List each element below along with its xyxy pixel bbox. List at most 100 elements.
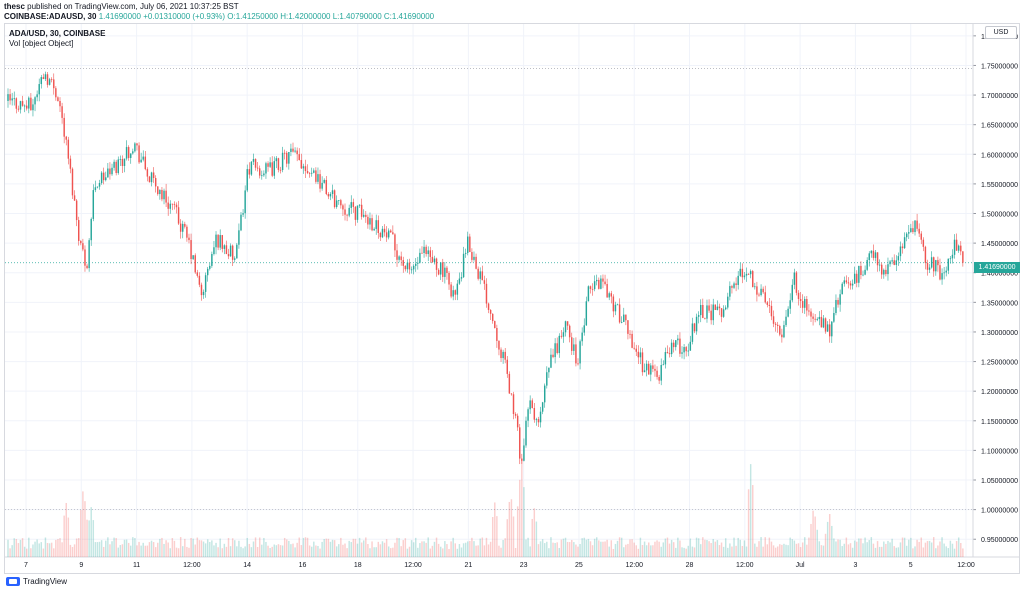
volume-bar <box>706 540 708 557</box>
candle-body <box>425 246 427 255</box>
volume-bar <box>722 546 725 557</box>
candle-body <box>747 273 750 275</box>
volume-bar <box>862 543 864 557</box>
volume-bar <box>63 515 65 557</box>
candle-body <box>32 104 34 111</box>
candle-body <box>541 402 544 412</box>
candle-body <box>947 258 950 271</box>
candle-body <box>379 232 382 238</box>
candle-body <box>354 206 357 220</box>
volume-bar <box>677 537 679 557</box>
candle-body <box>296 150 298 155</box>
candle-body <box>612 296 615 312</box>
volume-bar <box>296 542 298 557</box>
volume-bar <box>417 547 419 557</box>
candle-body <box>762 288 764 293</box>
volume-bar <box>633 542 635 557</box>
volume-bar <box>44 537 47 557</box>
volume-bar <box>843 543 846 557</box>
volume-bar <box>483 545 486 557</box>
volume-bar <box>691 546 694 557</box>
x-tick-label: 5 <box>909 562 913 569</box>
volume-bar <box>15 539 18 557</box>
volume-bar <box>579 544 581 557</box>
candle-body <box>820 316 823 328</box>
volume-bar <box>477 545 479 557</box>
volume-bar <box>439 546 442 557</box>
candle-body <box>46 74 49 85</box>
volume-bar <box>175 547 178 557</box>
candle-body <box>415 263 417 266</box>
volume-bar <box>685 548 687 557</box>
volume-bar <box>383 542 386 557</box>
volume-bar <box>433 541 436 557</box>
volume-bar <box>595 537 598 557</box>
currency-button[interactable]: USD <box>985 26 1017 39</box>
volume-bar <box>510 499 513 557</box>
candle-body <box>138 145 140 163</box>
volume-bar <box>159 538 161 557</box>
candle-body <box>828 324 831 337</box>
tradingview-logo[interactable]: TradingView <box>6 575 67 587</box>
candle-body <box>269 162 271 167</box>
candle-body <box>677 338 679 341</box>
volume-bar <box>452 537 454 557</box>
candle-body <box>188 237 190 241</box>
volume-bar <box>202 541 205 557</box>
candle-body <box>878 264 881 266</box>
candle-body <box>240 214 242 231</box>
volume-bar <box>238 540 240 557</box>
volume-bar <box>454 543 456 557</box>
candle-body <box>754 286 756 288</box>
volume-bar <box>625 544 627 557</box>
candle-body <box>816 319 818 320</box>
y-tick-label: 1.65000000 <box>981 123 1018 130</box>
x-tick-label: 3 <box>853 562 857 569</box>
candle-body <box>822 318 825 328</box>
volume-bar <box>756 546 758 557</box>
change-value: +0.01310000 (+0.93%) <box>143 12 226 21</box>
candle-body <box>387 230 390 238</box>
candle-body <box>704 317 706 319</box>
candle-body <box>238 230 240 245</box>
volume-bar <box>229 546 232 557</box>
volume-bar <box>754 543 756 557</box>
candle-body <box>920 233 922 240</box>
volume-bar <box>286 539 288 557</box>
volume-bar <box>598 540 600 557</box>
volume-bar <box>271 546 273 557</box>
candle-body <box>924 246 927 264</box>
volume-bar <box>816 529 818 557</box>
candle-body <box>862 274 864 276</box>
volume-bar <box>71 546 74 557</box>
volume-bar <box>610 540 613 557</box>
volume-bar <box>248 543 251 557</box>
candle-body <box>783 325 785 338</box>
candle-body <box>182 223 184 232</box>
volume-bar <box>298 537 300 557</box>
volume-bar <box>885 543 887 557</box>
volume-bar <box>558 547 561 557</box>
volume-bar <box>656 540 658 557</box>
candle-body <box>645 363 648 371</box>
candle-body <box>776 324 779 326</box>
volume-bar <box>113 537 115 557</box>
x-tick-label: 11 <box>133 562 140 569</box>
candle-body <box>810 311 812 317</box>
volume-bar <box>73 544 76 557</box>
volume-bar <box>606 539 608 557</box>
candle-body <box>943 272 945 274</box>
candle-body <box>552 354 554 358</box>
volume-bar <box>32 544 34 557</box>
volume-bar <box>400 546 402 557</box>
volume-bar <box>261 544 263 557</box>
volume-bar <box>385 539 388 557</box>
volume-bar <box>115 538 117 557</box>
volume-bar <box>926 541 929 557</box>
volume-bar <box>851 547 854 557</box>
volume-bar <box>329 541 332 557</box>
volume-bar <box>620 537 623 557</box>
candle-body <box>417 262 419 264</box>
volume-bar <box>184 538 186 557</box>
